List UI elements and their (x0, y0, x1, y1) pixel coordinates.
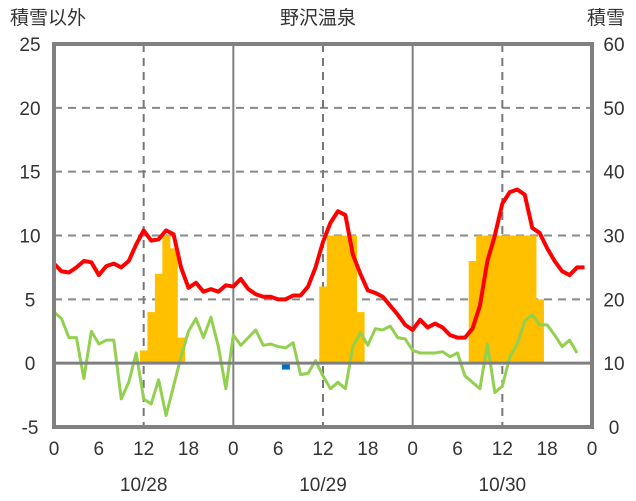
bar (281, 363, 290, 370)
right-tick-label: 0 (609, 418, 620, 439)
bar (334, 235, 343, 364)
left-tick-label: 5 (25, 290, 36, 311)
bar (535, 299, 544, 364)
bar (319, 286, 328, 364)
x-tick-label: 18 (357, 439, 378, 460)
bar (341, 235, 350, 364)
right-axis-label: 積雪 (587, 7, 625, 29)
bar (468, 261, 477, 364)
left-axis-label: 積雪以外 (10, 7, 86, 29)
series-green (53, 310, 579, 418)
chart-title: 野沢温泉 (280, 7, 356, 29)
bar (147, 312, 156, 364)
bar (528, 235, 537, 364)
bar (498, 235, 507, 364)
right-tick-label: 50 (603, 99, 624, 120)
bar (177, 337, 186, 364)
left-tick-label: 10 (19, 227, 40, 248)
bar (162, 235, 171, 364)
right-tick-label: 60 (603, 35, 624, 56)
right-tick-label: 30 (603, 227, 624, 248)
x-tick-label: 0 (587, 439, 598, 460)
left-tick-label: 0 (25, 354, 36, 375)
bar (139, 350, 148, 364)
plot-border (52, 42, 594, 429)
x-tick-label: 12 (492, 439, 513, 460)
left-tick-label: -5 (22, 418, 39, 439)
x-tick-label: 12 (312, 439, 333, 460)
x-tick-label: 6 (273, 439, 284, 460)
right-tick-label: 40 (603, 163, 624, 184)
right-tick-label: 20 (603, 290, 624, 311)
bar (349, 235, 358, 364)
x-tick-label: 0 (49, 439, 60, 460)
left-tick-label: 20 (19, 99, 40, 120)
right-tick-label: 10 (603, 354, 624, 375)
bar (483, 235, 492, 364)
bar (513, 235, 522, 364)
x-tick-label: 6 (94, 439, 105, 460)
x-tick-label: 18 (537, 439, 558, 460)
bar (169, 248, 178, 364)
x-tick-label: 0 (228, 439, 239, 460)
date-label: 10/28 (120, 475, 168, 496)
bar (506, 235, 515, 364)
x-tick-label: 18 (178, 439, 199, 460)
left-tick-label: 25 (19, 35, 40, 56)
date-label: 10/29 (299, 475, 347, 496)
date-label: 10/30 (479, 475, 527, 496)
bar (356, 312, 365, 364)
x-tick-label: 0 (407, 439, 418, 460)
bar (521, 235, 529, 364)
bar (326, 235, 335, 364)
bar (154, 273, 163, 364)
x-tick-label: 12 (133, 439, 154, 460)
left-tick-label: 15 (19, 163, 40, 184)
x-tick-label: 6 (452, 439, 463, 460)
bar (491, 235, 500, 364)
series-red (52, 187, 585, 340)
